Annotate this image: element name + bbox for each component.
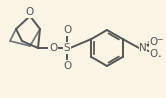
Text: −: − <box>156 35 162 44</box>
Text: O: O <box>150 49 158 59</box>
Text: O: O <box>26 7 34 17</box>
Text: +: + <box>144 39 150 49</box>
Text: O: O <box>63 25 71 35</box>
Text: O: O <box>63 61 71 71</box>
Text: O: O <box>150 37 158 47</box>
Text: O: O <box>49 43 57 53</box>
Text: N: N <box>139 43 147 53</box>
Text: •: • <box>157 54 161 59</box>
Text: S: S <box>64 43 70 53</box>
